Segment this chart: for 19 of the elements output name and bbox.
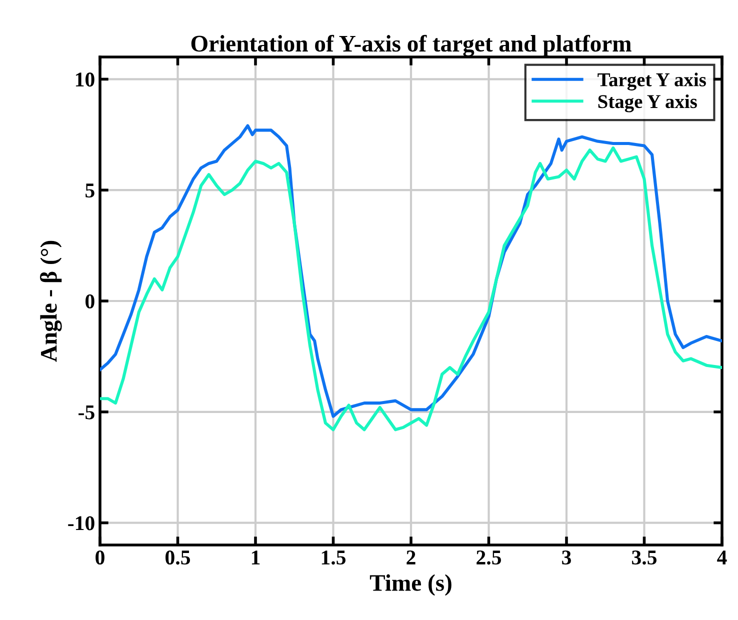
x-tick-label: 0.5 (166, 550, 190, 565)
x-tick-label: 2.5 (476, 550, 502, 565)
x-axis-title: Time (s) (370, 574, 452, 596)
x-tick-label: 3.5 (632, 550, 657, 565)
legend-label: Target Y axis (598, 72, 706, 90)
chart-title: Orientation of Y-axis of target and platform (191, 34, 632, 57)
y-tick-label: 5 (86, 184, 94, 198)
x-tick-label: 2 (406, 550, 416, 564)
x-tick-label: 3 (562, 550, 571, 565)
legend-label: Stage Y axis (598, 94, 697, 112)
x-tick-label: 1 (252, 550, 260, 564)
y-axis-title: Angle - β (°) (40, 240, 62, 362)
x-tick-label: 0 (96, 550, 104, 565)
y-tick-label: 0 (86, 294, 94, 308)
y-tick-label: -10 (68, 516, 94, 530)
x-tick-label: 1.5 (322, 550, 346, 565)
y-tick-label: 10 (76, 72, 94, 87)
y-tick-label: -5 (78, 405, 94, 420)
x-tick-label: 4 (717, 550, 727, 564)
